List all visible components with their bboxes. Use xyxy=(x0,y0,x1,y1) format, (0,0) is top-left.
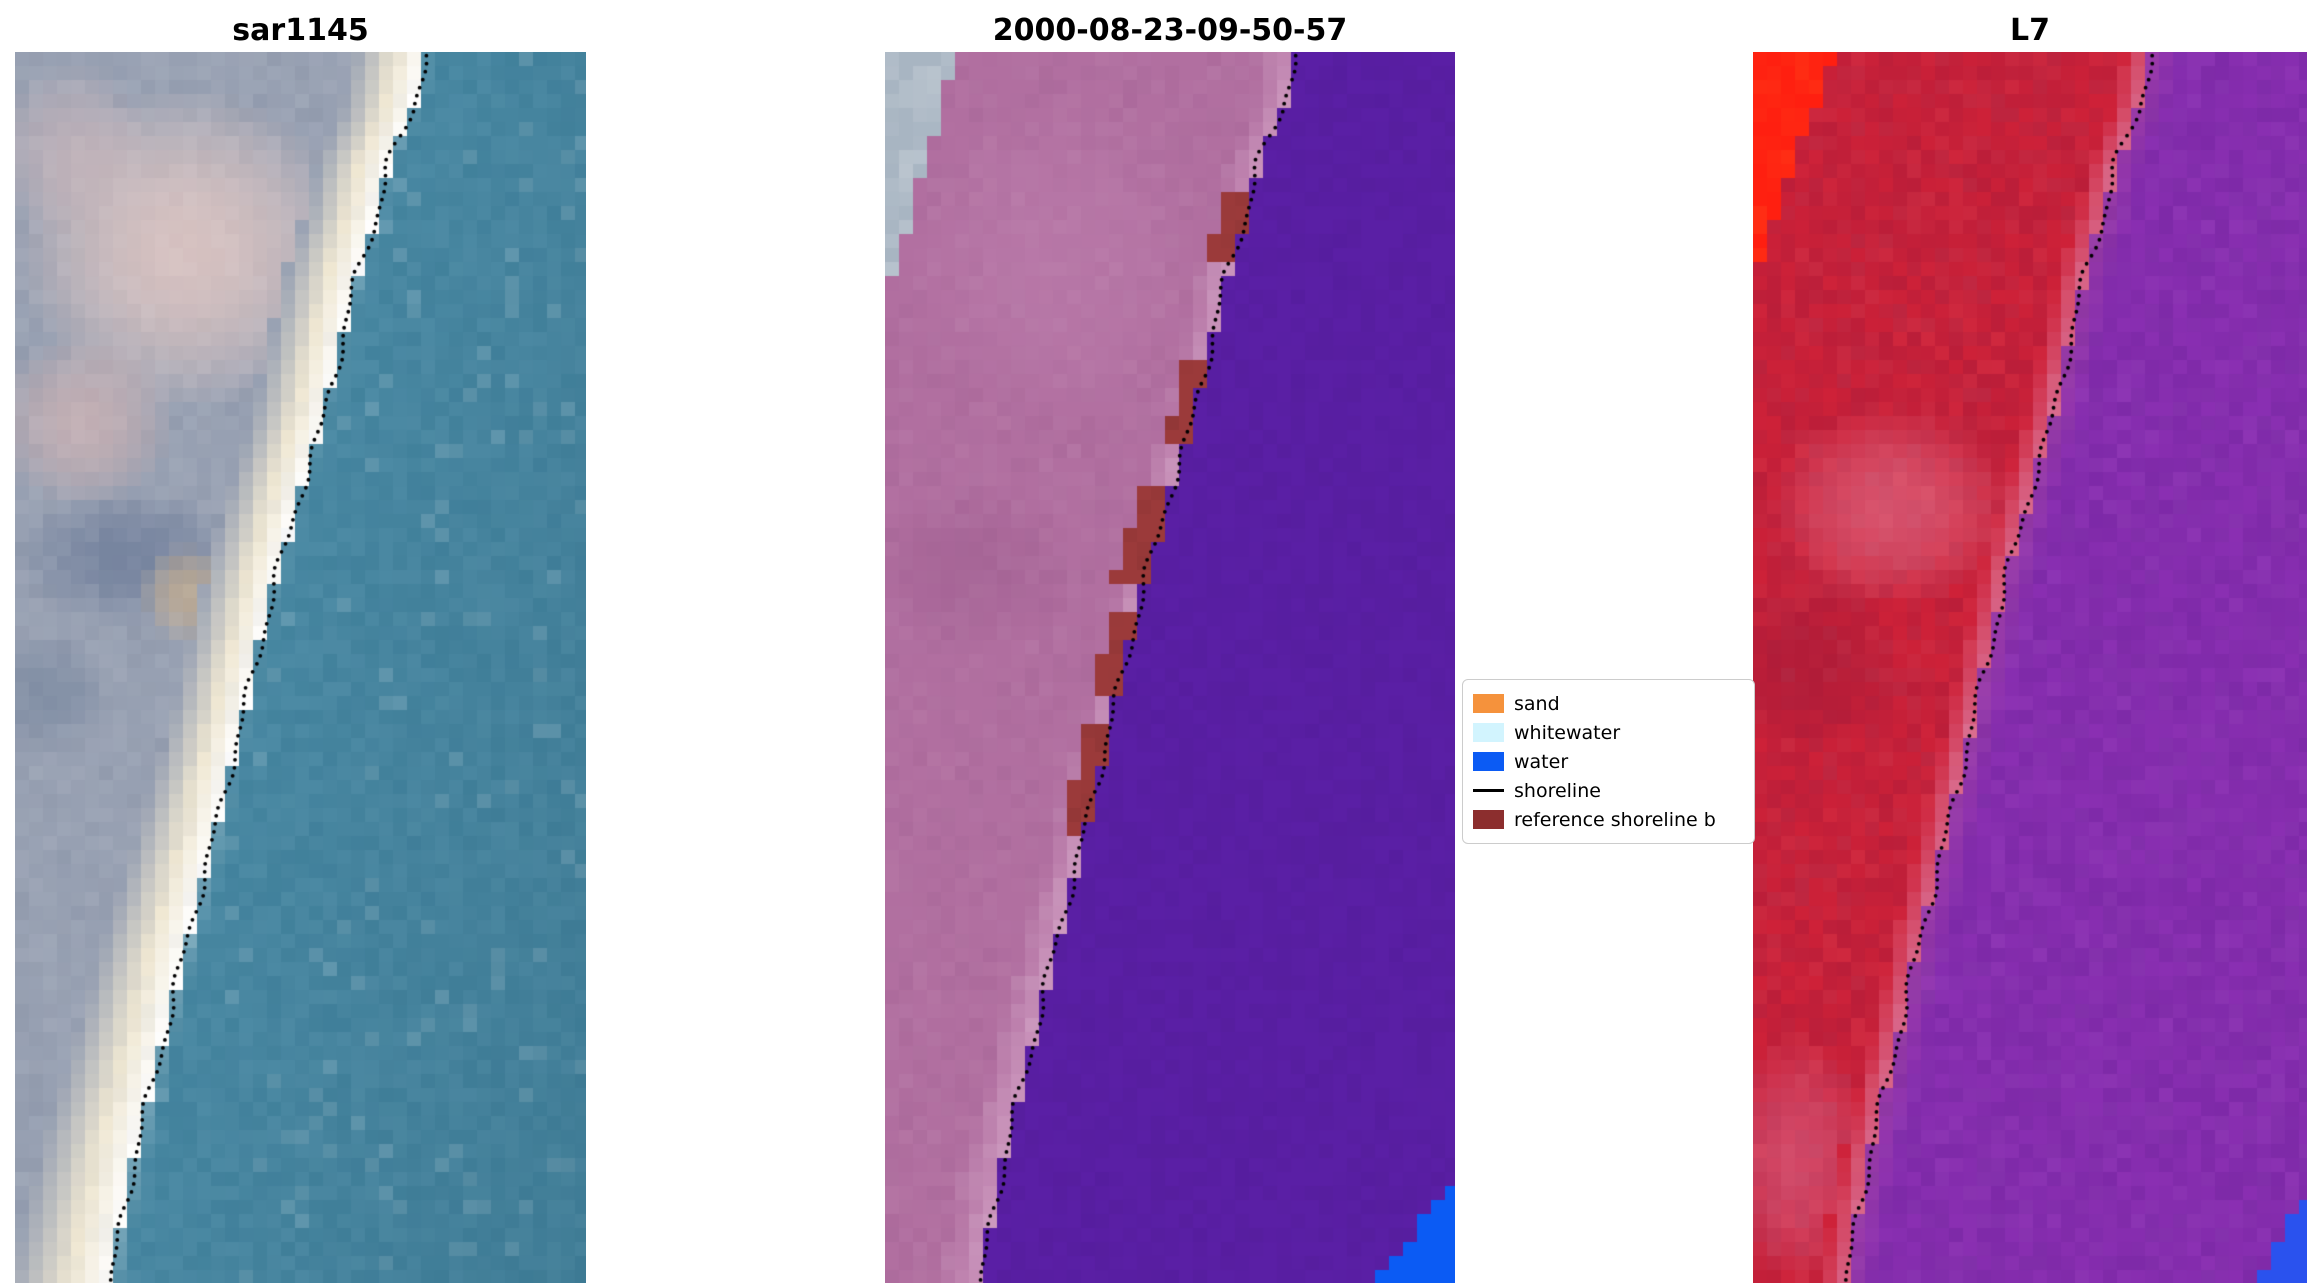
legend-item-sand: sand xyxy=(1473,690,1744,717)
legend-swatch-water xyxy=(1473,752,1504,771)
panel-l7: L7 xyxy=(1753,8,2307,1283)
l7-image-canvas xyxy=(1753,52,2307,1283)
legend-label-sand: sand xyxy=(1514,692,1560,715)
legend-swatch-whitewater xyxy=(1473,723,1504,742)
legend-swatch-sand xyxy=(1473,694,1504,713)
panel-title-sar1145: sar1145 xyxy=(232,12,369,48)
classification-image-canvas xyxy=(885,52,1455,1283)
legend-item-water: water xyxy=(1473,748,1744,775)
legend: sand whitewater water shoreline reference sh… xyxy=(1462,679,1755,844)
legend-item-reference: reference shoreline b xyxy=(1473,806,1744,833)
panel-title-l7: L7 xyxy=(2010,12,2050,48)
legend-item-whitewater: whitewater xyxy=(1473,719,1744,746)
sar-image-canvas xyxy=(15,52,586,1283)
legend-swatch-reference xyxy=(1473,810,1504,829)
panel-classification: 2000-08-23-09-50-57 xyxy=(885,8,1455,1283)
panel-sar1145: sar1145 xyxy=(15,8,586,1283)
legend-label-shoreline: shoreline xyxy=(1514,779,1601,802)
legend-label-water: water xyxy=(1514,750,1569,773)
panel-title-classification-timestamp: 2000-08-23-09-50-57 xyxy=(992,12,1348,48)
legend-swatch-shoreline-line xyxy=(1473,789,1504,792)
legend-label-whitewater: whitewater xyxy=(1514,721,1621,744)
legend-item-shoreline: shoreline xyxy=(1473,777,1744,804)
legend-label-reference: reference shoreline b xyxy=(1514,808,1716,831)
